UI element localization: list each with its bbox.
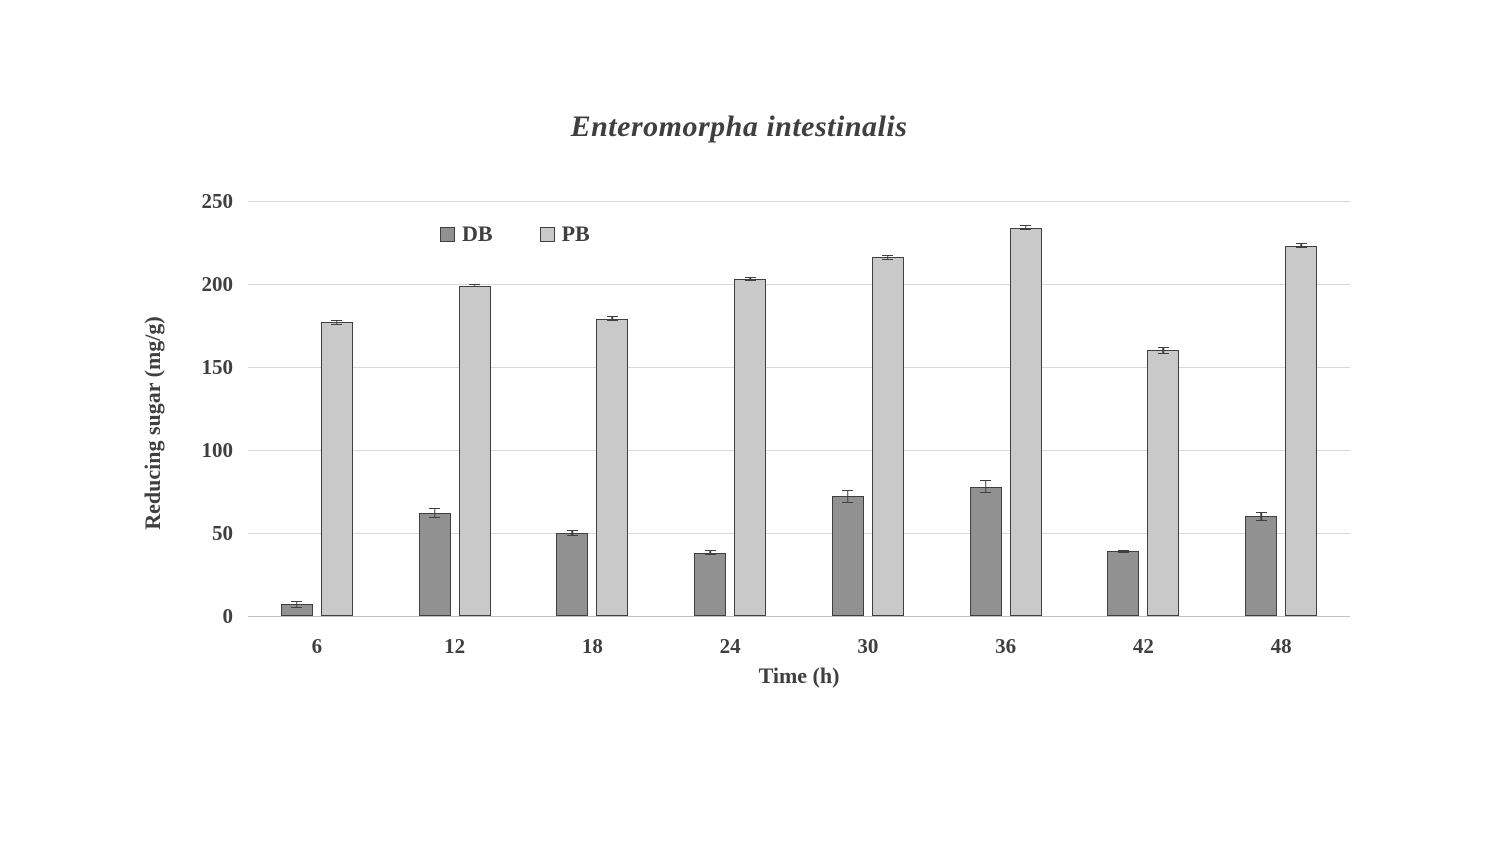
y-tick-label-250: 250 <box>201 189 234 213</box>
error-bar-db-42 <box>1117 549 1129 553</box>
gridline-50 <box>248 532 1350 534</box>
bar-pb-18 <box>596 318 629 616</box>
bar-pb-30 <box>871 257 904 616</box>
error-bar-db-30 <box>842 489 854 504</box>
y-tick-label-50: 50 <box>212 521 233 545</box>
error-bar-pb-6 <box>331 319 343 325</box>
error-bar-pb-36 <box>1020 225 1032 231</box>
gridline-100 <box>248 449 1350 451</box>
bar-db-42 <box>1107 551 1140 616</box>
legend-item-pb: PB <box>539 221 590 246</box>
bar-pb-42 <box>1147 350 1180 616</box>
error-bar-db-6 <box>291 601 303 608</box>
error-bar-pb-24 <box>744 277 756 281</box>
legend-item-db: DB <box>440 221 493 246</box>
legend-swatch-pb <box>539 226 555 242</box>
legend-swatch-db <box>440 226 455 242</box>
y-tick-label-100: 100 <box>201 438 234 462</box>
bar-db-18 <box>556 533 589 616</box>
plot-area <box>248 200 1350 617</box>
bar-db-12 <box>418 513 451 616</box>
legend-label-db: DB <box>462 221 493 246</box>
y-tick-label-0: 0 <box>222 604 234 628</box>
bar-pb-36 <box>1009 227 1042 616</box>
x-tick-label-12: 12 <box>444 634 466 658</box>
error-bar-db-24 <box>704 550 716 556</box>
y-tick-label-150: 150 <box>201 355 234 379</box>
gridline-200 <box>248 283 1350 285</box>
error-bar-db-48 <box>1255 512 1267 521</box>
x-tick-label-24: 24 <box>719 634 741 658</box>
error-bar-db-36 <box>980 479 992 494</box>
legend-label-pb: PB <box>561 221 590 246</box>
x-tick-label-36: 36 <box>995 634 1017 658</box>
chart-title: Enteromorpha intestinalis <box>570 110 908 143</box>
x-tick-label-30: 30 <box>857 634 879 658</box>
error-bar-db-18 <box>566 529 578 537</box>
bar-pb-24 <box>734 279 767 616</box>
x-axis-title: Time (h) <box>758 663 840 688</box>
bar-db-30 <box>831 496 864 616</box>
chart-legend: DB PB <box>440 221 590 246</box>
x-tick-label-18: 18 <box>581 634 603 658</box>
y-tick-label-200: 200 <box>201 272 234 296</box>
bar-pb-12 <box>458 285 491 616</box>
bar-db-48 <box>1245 516 1278 616</box>
error-bar-db-12 <box>429 508 441 519</box>
y-axis-title-text: Reducing sugar (mg/g) <box>140 316 165 530</box>
gridline-150 <box>248 366 1350 368</box>
bar-db-36 <box>969 486 1002 616</box>
gridline-250 <box>248 200 1350 202</box>
x-tick-label-42: 42 <box>1132 634 1154 658</box>
x-tick-label-6: 6 <box>311 634 323 658</box>
error-bar-pb-48 <box>1295 243 1307 249</box>
error-bar-pb-42 <box>1157 347 1169 354</box>
x-tick-label-48: 48 <box>1270 634 1292 658</box>
error-bar-pb-30 <box>882 254 894 260</box>
bar-db-24 <box>694 552 727 616</box>
x-axis-line <box>248 615 1350 617</box>
bar-pb-6 <box>320 322 353 616</box>
bar-pb-48 <box>1285 245 1318 616</box>
error-bar-pb-12 <box>469 284 481 288</box>
error-bar-pb-18 <box>606 316 618 322</box>
